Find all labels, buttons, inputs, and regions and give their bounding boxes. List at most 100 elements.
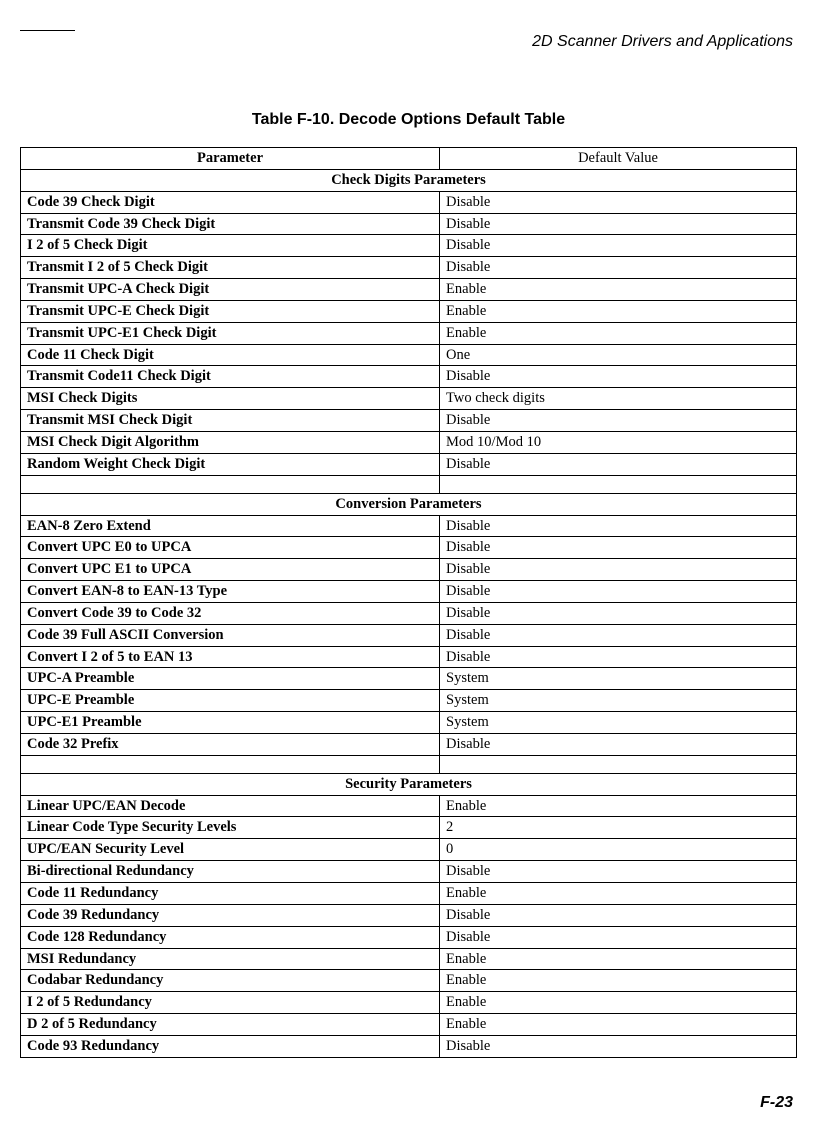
parameter-cell: Convert I 2 of 5 to EAN 13 [21,646,440,668]
value-cell: Disable [440,624,797,646]
table-row: MSI Check Digit AlgorithmMod 10/Mod 10 [21,431,797,453]
value-cell: Enable [440,322,797,344]
parameter-cell: Transmit I 2 of 5 Check Digit [21,257,440,279]
table-row: Linear Code Type Security Levels2 [21,817,797,839]
table-row: Code 32 PrefixDisable [21,733,797,755]
parameter-cell: Codabar Redundancy [21,970,440,992]
value-cell: Disable [440,366,797,388]
parameter-cell: MSI Check Digit Algorithm [21,431,440,453]
value-cell: Disable [440,581,797,603]
parameter-cell: UPC-E1 Preamble [21,712,440,734]
parameter-cell: UPC-E Preamble [21,690,440,712]
value-cell: Enable [440,795,797,817]
table-row: Code 39 Full ASCII ConversionDisable [21,624,797,646]
parameter-cell: Transmit UPC-E1 Check Digit [21,322,440,344]
table-row: Convert EAN-8 to EAN-13 TypeDisable [21,581,797,603]
parameter-cell: MSI Redundancy [21,948,440,970]
value-cell: Disable [440,213,797,235]
table-row: Transmit UPC-A Check DigitEnable [21,279,797,301]
parameter-cell: Transmit Code11 Check Digit [21,366,440,388]
table-row: Convert UPC E0 to UPCADisable [21,537,797,559]
parameter-cell: UPC-A Preamble [21,668,440,690]
table-row: I 2 of 5 Check DigitDisable [21,235,797,257]
table-row: Code 93 RedundancyDisable [21,1035,797,1057]
parameter-cell: Code 39 Check Digit [21,191,440,213]
table-row: Linear UPC/EAN DecodeEnable [21,795,797,817]
value-cell: Enable [440,883,797,905]
parameter-cell: Convert UPC E0 to UPCA [21,537,440,559]
section-header: Conversion Parameters [21,493,797,515]
value-cell: Disable [440,257,797,279]
section-header-row: Check Digits Parameters [21,169,797,191]
column-header-parameter: Parameter [21,148,440,170]
value-cell: Enable [440,300,797,322]
table-row: EAN-8 Zero ExtendDisable [21,515,797,537]
value-cell: 0 [440,839,797,861]
page-number: F-23 [760,1094,793,1112]
table-row: Transmit UPC-E1 Check DigitEnable [21,322,797,344]
parameter-cell: Code 39 Redundancy [21,904,440,926]
table-row: UPC-A PreambleSystem [21,668,797,690]
table-row: Transmit Code 39 Check DigitDisable [21,213,797,235]
table-row: MSI Check DigitsTwo check digits [21,388,797,410]
value-cell: Enable [440,992,797,1014]
value-cell: System [440,668,797,690]
table-row: UPC/EAN Security Level0 [21,839,797,861]
parameter-cell: Convert UPC E1 to UPCA [21,559,440,581]
parameter-cell: Code 93 Redundancy [21,1035,440,1057]
section-header: Check Digits Parameters [21,169,797,191]
parameter-cell: Transmit Code 39 Check Digit [21,213,440,235]
table-row: Transmit I 2 of 5 Check DigitDisable [21,257,797,279]
table-row: D 2 of 5 RedundancyEnable [21,1014,797,1036]
spacer-cell [440,475,797,493]
parameter-cell: UPC/EAN Security Level [21,839,440,861]
parameter-cell: Code 128 Redundancy [21,926,440,948]
parameter-cell: I 2 of 5 Redundancy [21,992,440,1014]
value-cell: Disable [440,453,797,475]
section-header-row: Security Parameters [21,773,797,795]
document-header: 2D Scanner Drivers and Applications [20,33,797,51]
spacer-cell [440,755,797,773]
table-title: Table F-10. Decode Options Default Table [20,111,797,129]
value-cell: Disable [440,904,797,926]
value-cell: Disable [440,515,797,537]
value-cell: Disable [440,235,797,257]
parameter-cell: Linear Code Type Security Levels [21,817,440,839]
value-cell: Disable [440,861,797,883]
value-cell: Disable [440,1035,797,1057]
parameter-cell: Code 11 Check Digit [21,344,440,366]
value-cell: Disable [440,410,797,432]
table-row: Convert I 2 of 5 to EAN 13Disable [21,646,797,668]
parameter-cell: Transmit UPC-A Check Digit [21,279,440,301]
table-row: Bi-directional RedundancyDisable [21,861,797,883]
parameter-cell: MSI Check Digits [21,388,440,410]
value-cell: Disable [440,602,797,624]
parameter-cell: Code 32 Prefix [21,733,440,755]
parameter-cell: Linear UPC/EAN Decode [21,795,440,817]
parameter-cell: Bi-directional Redundancy [21,861,440,883]
parameter-cell: EAN-8 Zero Extend [21,515,440,537]
table-row: Transmit UPC-E Check DigitEnable [21,300,797,322]
table-row: Code 11 Check DigitOne [21,344,797,366]
spacer-cell [21,475,440,493]
decode-options-table: Parameter Default Value Check Digits Par… [20,147,797,1058]
parameter-cell: Transmit MSI Check Digit [21,410,440,432]
value-cell: Disable [440,537,797,559]
table-row: Code 39 RedundancyDisable [21,904,797,926]
value-cell: Disable [440,559,797,581]
column-header-default-value: Default Value [440,148,797,170]
value-cell: System [440,690,797,712]
spacer-row [21,755,797,773]
table-row: Random Weight Check DigitDisable [21,453,797,475]
value-cell: Disable [440,926,797,948]
value-cell: Enable [440,1014,797,1036]
table-row: Code 11 RedundancyEnable [21,883,797,905]
value-cell: Disable [440,733,797,755]
table-row: Transmit Code11 Check DigitDisable [21,366,797,388]
value-cell: 2 [440,817,797,839]
value-cell: Mod 10/Mod 10 [440,431,797,453]
parameter-cell: I 2 of 5 Check Digit [21,235,440,257]
table-row: UPC-E PreambleSystem [21,690,797,712]
section-header-row: Conversion Parameters [21,493,797,515]
table-row: I 2 of 5 RedundancyEnable [21,992,797,1014]
